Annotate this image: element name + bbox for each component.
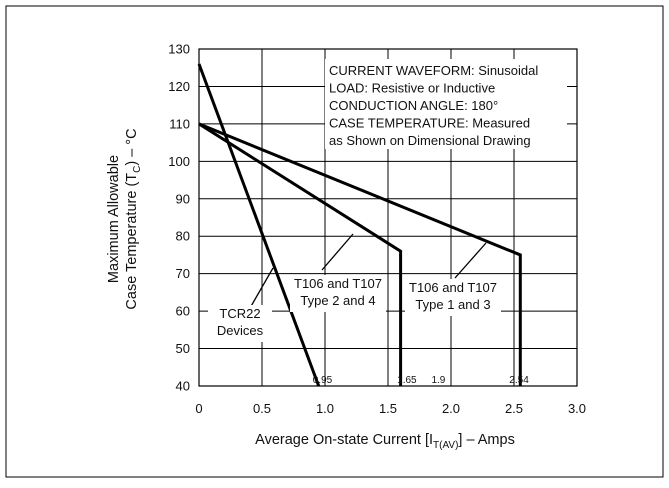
label-type-2-4-line: Type 2 and 4	[300, 293, 375, 308]
y-tick-label: 70	[176, 266, 190, 281]
conditions-note-line: CURRENT WAVEFORM: Sinusoidal	[329, 63, 538, 78]
axis-annotation: 1.65	[397, 375, 417, 386]
conditions-note: CURRENT WAVEFORM: Sinusoidal LOAD: Resist…	[325, 59, 567, 149]
curve-labels: TCR22 Devices T106 and T107 Type 2 and 4 T10…	[208, 275, 501, 342]
plot-area-border	[198, 48, 578, 387]
label-tcr22-line: TCR22	[219, 306, 260, 321]
conditions-note-background	[325, 59, 567, 149]
curve-2	[198, 122, 403, 386]
axis-annotation: 1.9	[431, 375, 445, 386]
label-type-2-4-background	[290, 275, 386, 312]
x-tick-label: 3.0	[568, 401, 586, 416]
label-tcr22-background	[208, 305, 272, 342]
y-tick-label: 50	[176, 341, 190, 356]
tick-labels: 0 0.5 1.0 1.5 2.0 2.5 3.0 40 50 60 70 80 90 100 110 120…	[168, 42, 586, 417]
x-tick-label: 1.5	[379, 401, 397, 416]
x-axis-title: Average On-state Current [IT(AV)] – Amps	[255, 432, 515, 451]
y-tick-label: 80	[176, 229, 190, 244]
y-tick-label: 120	[168, 79, 190, 94]
x-tick-label: 2.0	[442, 401, 460, 416]
label-tcr22-line: Devices	[217, 323, 264, 338]
conditions-note-line: CONDUCTION ANGLE: 180°	[329, 98, 498, 113]
conditions-note-line: as Shown on Dimensional Drawing	[329, 133, 531, 148]
conditions-note-line: CASE TEMPERATURE: Measured	[329, 116, 530, 131]
curve-3	[198, 122, 522, 386]
y-axis-title: Maximum Allowable Case Temperature (TC) …	[106, 128, 143, 309]
x-tick-label: 0	[195, 401, 202, 416]
label-type-1-3-line: T106 and T107	[409, 280, 497, 295]
label-type-1-3-line: Type 1 and 3	[415, 297, 490, 312]
axis-annotation: 0.95	[313, 375, 333, 386]
y-tick-label: 40	[176, 379, 190, 394]
label-leader-3	[454, 242, 487, 279]
conditions-note-line: LOAD: Resistive or Inductive	[329, 81, 495, 96]
label-leader-2	[321, 233, 354, 271]
x-tick-label: 2.5	[505, 401, 523, 416]
axis-annotations: 0.95 1.65 1.9 2.54	[313, 375, 529, 386]
label-type-2-4-line: T106 and T107	[294, 276, 382, 291]
y-tick-label: 110	[169, 116, 190, 131]
y-axis-title-line1: Maximum Allowable	[106, 155, 122, 283]
axis-annotation: 2.54	[509, 375, 529, 386]
x-tick-label: 1.0	[316, 401, 334, 416]
y-tick-label: 100	[168, 154, 190, 169]
x-tick-label: 0.5	[253, 401, 271, 416]
curves	[197, 63, 522, 387]
curve-1	[197, 63, 321, 387]
label-type-1-3-background	[405, 279, 501, 316]
y-tick-label: 90	[176, 191, 190, 206]
y-tick-label: 60	[176, 304, 190, 319]
y-tick-label: 130	[168, 42, 190, 57]
y-axis-title-line2: Case Temperature (TC) – °C	[124, 128, 143, 309]
